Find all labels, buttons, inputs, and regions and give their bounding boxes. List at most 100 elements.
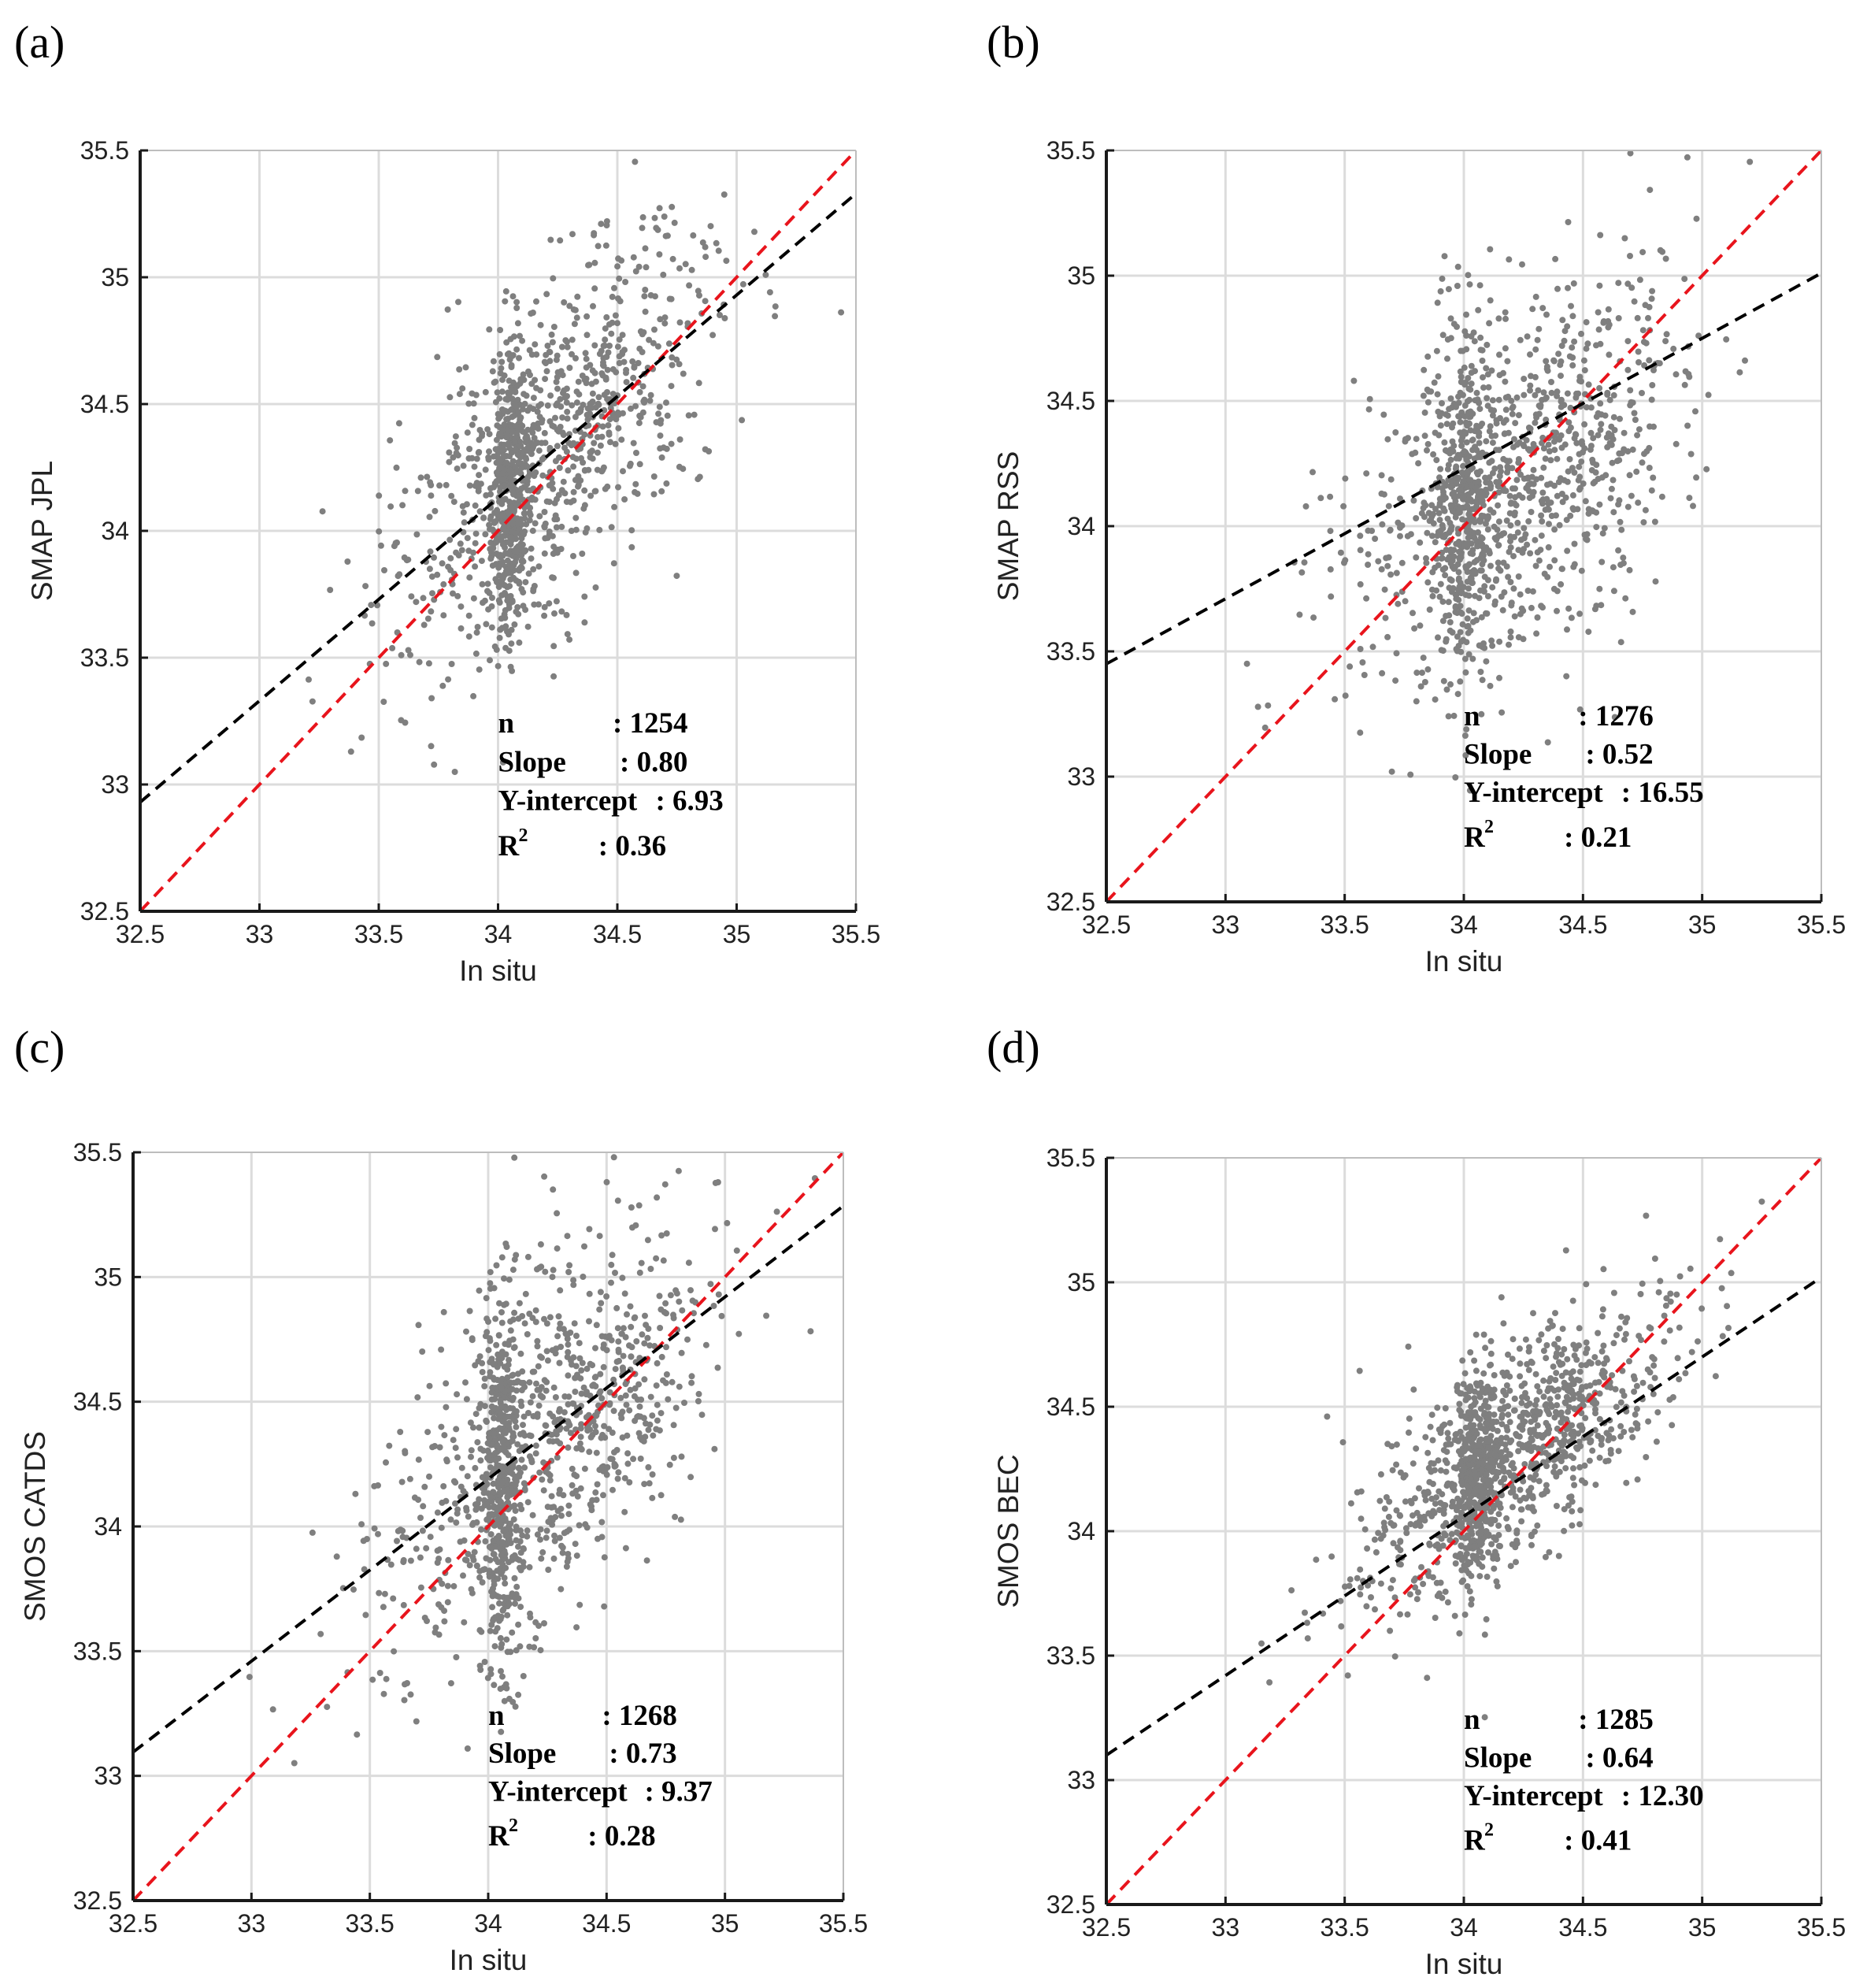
data-point — [535, 601, 542, 608]
data-point — [1555, 435, 1562, 442]
data-point — [1413, 1445, 1420, 1452]
data-point — [309, 698, 316, 705]
data-point — [1549, 1322, 1555, 1330]
data-point — [1552, 255, 1559, 262]
data-point — [1545, 543, 1552, 551]
data-point — [465, 400, 472, 407]
data-point — [630, 440, 637, 447]
data-point — [1551, 482, 1558, 489]
data-point — [591, 369, 598, 376]
data-point — [1372, 1548, 1380, 1556]
data-point — [658, 454, 665, 461]
data-point — [619, 332, 626, 339]
data-point — [1385, 1513, 1392, 1520]
data-point — [1472, 368, 1478, 375]
data-point — [1564, 626, 1570, 633]
data-point — [1537, 403, 1544, 410]
data-point — [577, 477, 584, 484]
data-point — [1447, 395, 1454, 402]
data-point — [1347, 1500, 1354, 1507]
data-point — [506, 604, 513, 611]
data-point — [1483, 438, 1490, 445]
data-point — [1657, 1278, 1664, 1285]
data-point — [394, 539, 400, 546]
data-point — [613, 369, 620, 376]
data-point — [1466, 787, 1473, 794]
data-point — [362, 583, 369, 590]
data-point — [1578, 330, 1584, 337]
data-point — [1371, 1536, 1378, 1543]
x-axis-label: In situ — [459, 955, 537, 987]
data-point — [1615, 315, 1622, 321]
data-point — [1453, 403, 1459, 410]
data-point — [1610, 509, 1617, 516]
data-point — [535, 425, 542, 432]
data-point — [472, 530, 480, 537]
data-point — [1447, 315, 1454, 322]
data-point — [1643, 1454, 1650, 1460]
data-point — [657, 445, 664, 452]
data-point — [482, 466, 489, 473]
data-point — [1535, 1337, 1543, 1344]
data-point — [509, 379, 517, 386]
data-point — [1506, 548, 1513, 555]
data-point — [587, 454, 594, 461]
data-point — [1361, 1526, 1369, 1533]
data-point — [1582, 498, 1589, 505]
data-point — [1450, 448, 1457, 455]
data-point — [1504, 463, 1511, 470]
data-point — [1565, 605, 1573, 612]
data-point — [691, 411, 698, 418]
data-point — [1598, 474, 1606, 481]
data-point — [1432, 1615, 1439, 1621]
data-point — [1681, 276, 1688, 283]
data-point — [1578, 1477, 1585, 1484]
data-point — [554, 443, 561, 450]
data-point — [664, 412, 671, 419]
data-point — [583, 332, 591, 339]
data-point — [413, 531, 420, 538]
panel-label: (a) — [14, 17, 65, 68]
data-point — [517, 377, 524, 384]
data-point — [465, 455, 472, 462]
data-point — [1454, 283, 1461, 289]
data-point — [428, 743, 435, 750]
data-point — [476, 508, 483, 515]
data-point — [1600, 319, 1607, 326]
data-point — [464, 429, 471, 436]
data-point — [1593, 524, 1600, 531]
data-point — [1439, 598, 1447, 605]
data-point — [1469, 618, 1476, 625]
data-point — [1457, 368, 1464, 375]
data-point — [395, 420, 402, 427]
data-point — [680, 370, 687, 377]
data-point — [1606, 396, 1613, 403]
data-point — [393, 464, 400, 471]
data-point — [1442, 1405, 1449, 1411]
data-point — [512, 438, 518, 445]
data-point — [1527, 382, 1534, 389]
data-point — [591, 342, 598, 349]
data-point — [490, 453, 497, 460]
data-point — [550, 643, 558, 650]
data-point — [606, 416, 613, 423]
data-point — [1458, 443, 1465, 449]
data-point — [1413, 1596, 1421, 1603]
data-point — [1517, 1360, 1524, 1367]
data-point — [1511, 613, 1518, 620]
data-point — [487, 657, 493, 664]
data-point — [550, 324, 558, 330]
data-point — [1500, 369, 1506, 376]
data-point — [1413, 669, 1421, 677]
data-point — [1687, 1265, 1694, 1272]
data-point — [1453, 474, 1460, 481]
data-point — [518, 565, 525, 572]
data-point — [1557, 362, 1564, 369]
data-point — [1476, 406, 1484, 413]
data-point — [1428, 1495, 1435, 1502]
data-point — [1546, 521, 1552, 528]
data-point — [1512, 494, 1519, 501]
data-point — [1505, 573, 1512, 580]
data-point — [1461, 328, 1469, 335]
data-point — [1724, 1303, 1731, 1310]
